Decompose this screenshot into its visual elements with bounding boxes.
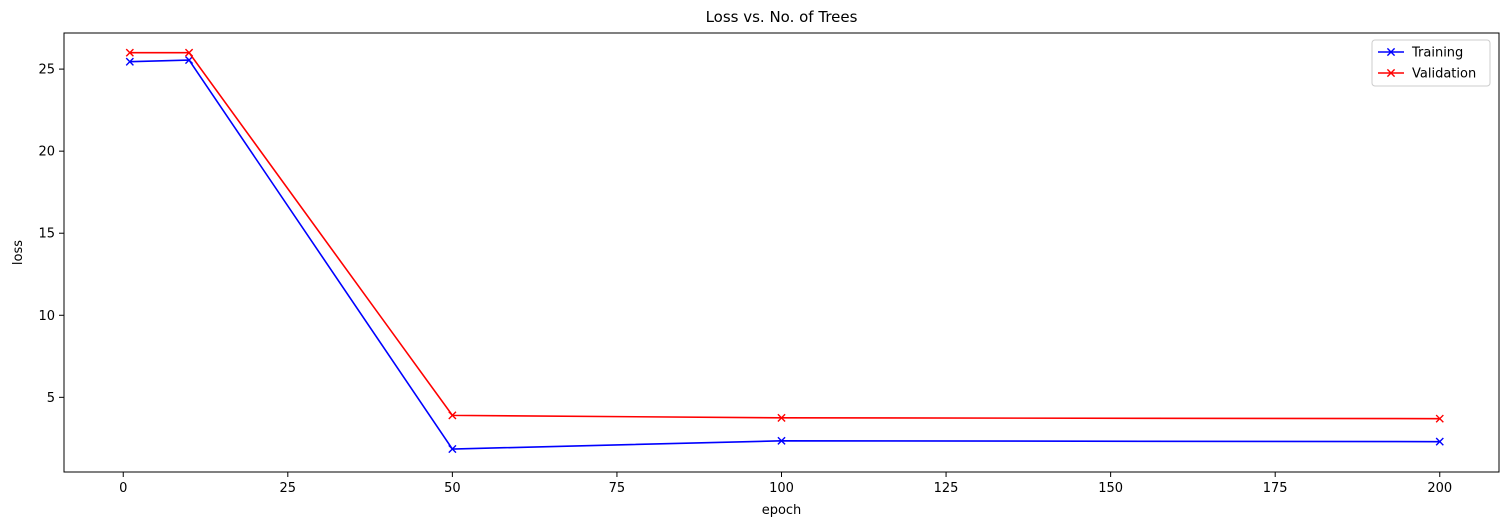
chart-title: Loss vs. No. of Trees [706, 8, 858, 26]
data-point-validation [448, 411, 457, 420]
x-tick-label: 200 [1427, 481, 1452, 496]
data-point-validation [184, 48, 194, 57]
x-tick-label: 75 [609, 481, 626, 496]
legend-item-validation: Validation [1378, 67, 1476, 82]
data-point-training [777, 436, 786, 445]
x-tick-label: 25 [280, 481, 297, 496]
data-point-training [448, 444, 457, 454]
data-point-validation [125, 48, 134, 57]
plot-frame [63, 32, 1500, 473]
x-tick-label: 0 [119, 481, 127, 496]
data-point-validation [1435, 414, 1444, 423]
y-tick-label: 25 [38, 63, 55, 78]
x-tick-label: 100 [769, 481, 794, 496]
y-axis-label: loss [11, 240, 26, 265]
series-layer [125, 48, 1444, 454]
x-tick-label: 150 [1098, 481, 1123, 496]
x-tick-label: 175 [1263, 481, 1288, 496]
y-tick-label: 5 [47, 391, 55, 406]
y-tick-label: 10 [38, 309, 55, 324]
x-axis: 0 25 50 75 100 125 150 175 200 [119, 472, 1452, 496]
series-line-training [129, 59, 1440, 450]
x-tick-label: 125 [934, 481, 959, 496]
legend-item-training: Training [1378, 46, 1463, 61]
legend-label: Training [1411, 46, 1463, 61]
x-axis-label: epoch [762, 503, 802, 518]
data-point-validation [777, 413, 786, 422]
series-line-validation [129, 51, 1440, 420]
y-axis: 5 10 15 20 25 [38, 63, 64, 406]
legend: Training Validation [1371, 39, 1491, 87]
data-point-training [1435, 437, 1444, 446]
data-point-training [184, 55, 194, 65]
plot-area [63, 32, 1500, 473]
y-tick-label: 15 [38, 227, 55, 242]
y-tick-label: 20 [38, 145, 55, 160]
legend-label: Validation [1412, 67, 1476, 82]
x-tick-label: 50 [444, 481, 461, 496]
data-point-training [125, 57, 134, 66]
